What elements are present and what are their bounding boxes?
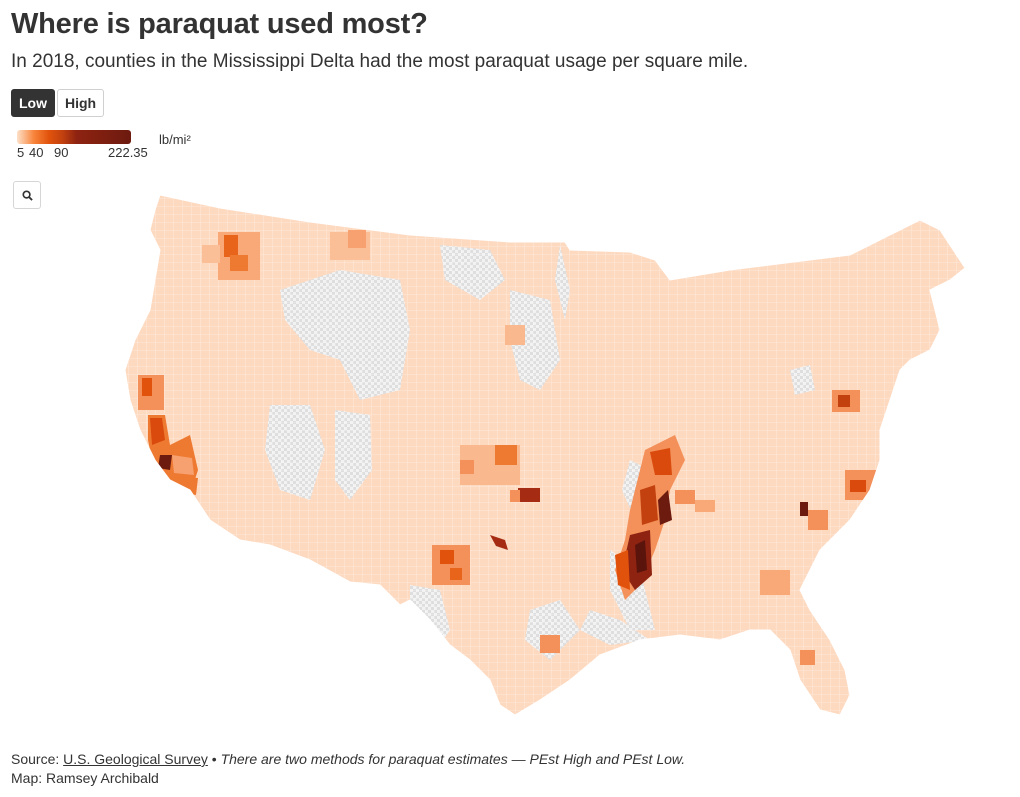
us-county-map[interactable] <box>110 190 980 730</box>
legend-tick: 40 <box>29 145 44 160</box>
source-footer: Source: U.S. Geological Survey • There a… <box>11 750 685 788</box>
legend-ticks: 5 40 90 222.35 <box>17 144 167 160</box>
hotspot-mississippi-delta <box>615 435 715 600</box>
map-credit: Map: Ramsey Archibald <box>11 770 159 786</box>
page-title: Where is paraquat used most? <box>11 8 428 40</box>
source-separator: • <box>207 751 221 767</box>
legend-unit: lb/mi² <box>159 132 191 147</box>
search-icon <box>21 189 33 201</box>
toggle-low-button[interactable]: Low <box>11 89 55 117</box>
source-prefix: Source: <box>11 751 64 767</box>
zoom-button[interactable] <box>13 181 41 209</box>
estimate-toggle: Low High <box>11 89 106 117</box>
legend-tick: 90 <box>54 145 69 160</box>
color-legend: 5 40 90 222.35 <box>17 130 167 160</box>
hotspot-washington <box>202 230 370 280</box>
map-fill-layer <box>125 195 965 715</box>
toggle-high-button[interactable]: High <box>57 89 105 117</box>
legend-tick: 222.35 <box>108 145 148 160</box>
source-link[interactable]: U.S. Geological Survey <box>63 751 208 767</box>
page-subtitle: In 2018, counties in the Mississippi Del… <box>11 51 749 72</box>
legend-gradient-bar <box>17 130 131 144</box>
legend-tick: 5 <box>17 145 25 160</box>
source-note: There are two methods for paraquat estim… <box>220 751 686 767</box>
hotspot-plains <box>432 325 540 585</box>
